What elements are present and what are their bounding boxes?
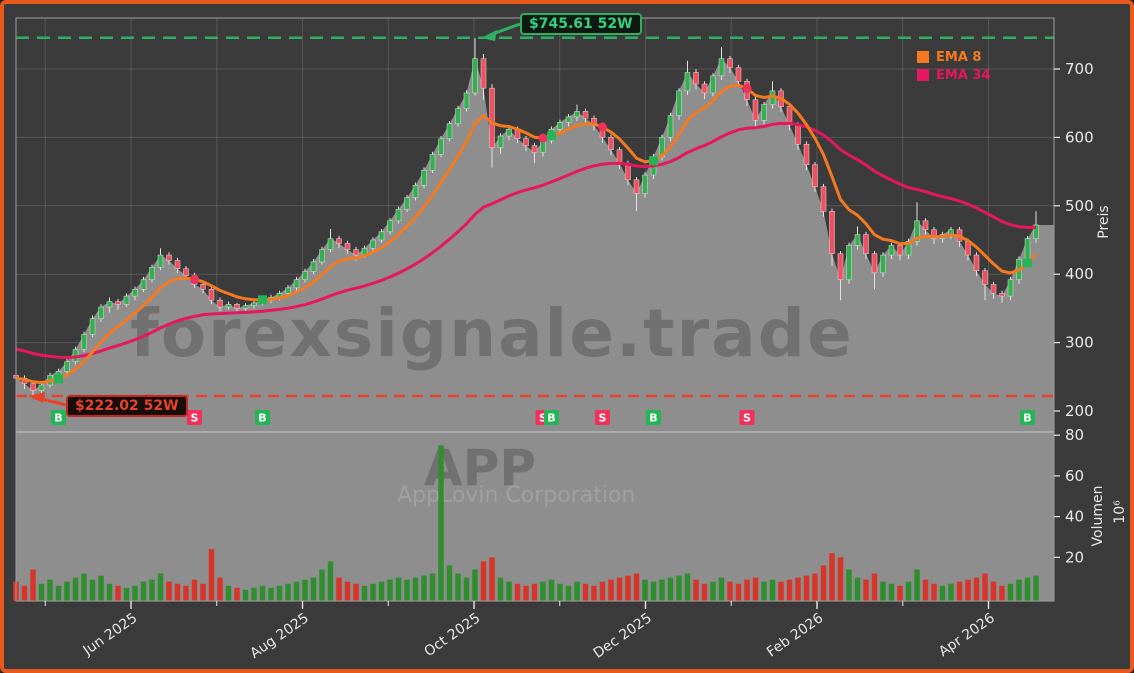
ema34-line	[15, 121, 1037, 359]
volume-bars	[13, 445, 1039, 601]
svg-text:60: 60	[1065, 467, 1084, 485]
sell-signal-badge	[739, 410, 755, 425]
svg-text:600: 600	[1065, 128, 1094, 146]
buy-signal-dot	[649, 156, 658, 166]
buy-signal-dot	[1023, 258, 1032, 268]
buy-signal-dot	[54, 374, 63, 384]
legend: EMA 8 EMA 34	[917, 48, 991, 84]
buy-signal-badge	[255, 410, 270, 425]
watermark-brand: forexsignale.trade	[130, 295, 854, 372]
low-52w-annotation: $222.02 52W	[66, 395, 188, 417]
price-area-fill	[16, 58, 1054, 432]
svg-text:200: 200	[1065, 402, 1094, 420]
price-axis-title: Preis	[1096, 205, 1112, 239]
legend-label-ema8: EMA 8	[936, 49, 982, 65]
low-arrow-head	[28, 392, 45, 403]
svg-text:500: 500	[1065, 197, 1094, 215]
svg-text:S: S	[191, 412, 199, 425]
svg-text:B: B	[649, 412, 657, 425]
legend-item-ema34: EMA 34	[917, 66, 991, 84]
svg-text:S: S	[743, 412, 751, 425]
svg-text:Apr 2026: Apr 2026	[936, 610, 998, 660]
sell-signal-dot	[190, 275, 199, 285]
svg-text:20: 20	[1065, 548, 1084, 566]
watermark-company: AppLovin Corporation	[397, 483, 635, 508]
buy-signal-badge	[51, 410, 66, 425]
sell-signal-dot	[538, 133, 548, 143]
ema8-swatch-icon	[917, 51, 929, 63]
high-arrow-head	[481, 30, 497, 41]
svg-text:Aug 2025: Aug 2025	[247, 610, 311, 662]
svg-text:80: 80	[1065, 426, 1084, 444]
svg-text:B: B	[1023, 412, 1031, 425]
svg-text:400: 400	[1065, 265, 1094, 283]
svg-text:300: 300	[1065, 334, 1094, 352]
svg-text:S: S	[539, 412, 547, 425]
legend-item-ema8: EMA 8	[917, 48, 991, 66]
ema34-swatch-icon	[917, 69, 929, 81]
svg-text:B: B	[547, 412, 555, 425]
svg-text:B: B	[258, 412, 266, 425]
legend-label-ema34: EMA 34	[936, 67, 991, 83]
ema8-line	[15, 83, 1038, 385]
sell-signal-badge	[187, 410, 202, 425]
svg-text:Feb 2026: Feb 2026	[764, 610, 826, 660]
candlesticks	[13, 38, 1039, 396]
sell-signal-dot	[598, 122, 607, 132]
buy-signal-dot	[547, 131, 556, 141]
buy-signal-dot	[258, 295, 267, 305]
buy-signal-badge	[1020, 410, 1035, 425]
volume-axis-scale: 10⁶	[1112, 500, 1128, 524]
volume-axis-title: Volumen	[1090, 485, 1106, 547]
volume-panel-bg	[16, 432, 1054, 601]
sell-signal-badge	[595, 410, 610, 425]
sell-signal-dot	[742, 83, 752, 93]
buy-signal-badge	[646, 410, 661, 425]
svg-text:Dec 2025: Dec 2025	[591, 610, 655, 662]
svg-text:Oct 2025: Oct 2025	[421, 610, 483, 660]
svg-text:Jun 2025: Jun 2025	[80, 610, 141, 659]
svg-text:S: S	[599, 412, 607, 425]
svg-text:40: 40	[1065, 508, 1084, 526]
svg-text:B: B	[54, 412, 62, 425]
high-52w-annotation: $745.61 52W	[520, 13, 642, 35]
buy-signal-badge	[544, 410, 559, 425]
svg-text:700: 700	[1065, 60, 1094, 78]
x-axis: Jun 2025 Aug 2025 Oct 2025 Dec 2025 Feb 2026…	[44, 601, 998, 662]
right-axis: 700 600 500 400 300 200 80 60 40 20	[1054, 60, 1094, 566]
